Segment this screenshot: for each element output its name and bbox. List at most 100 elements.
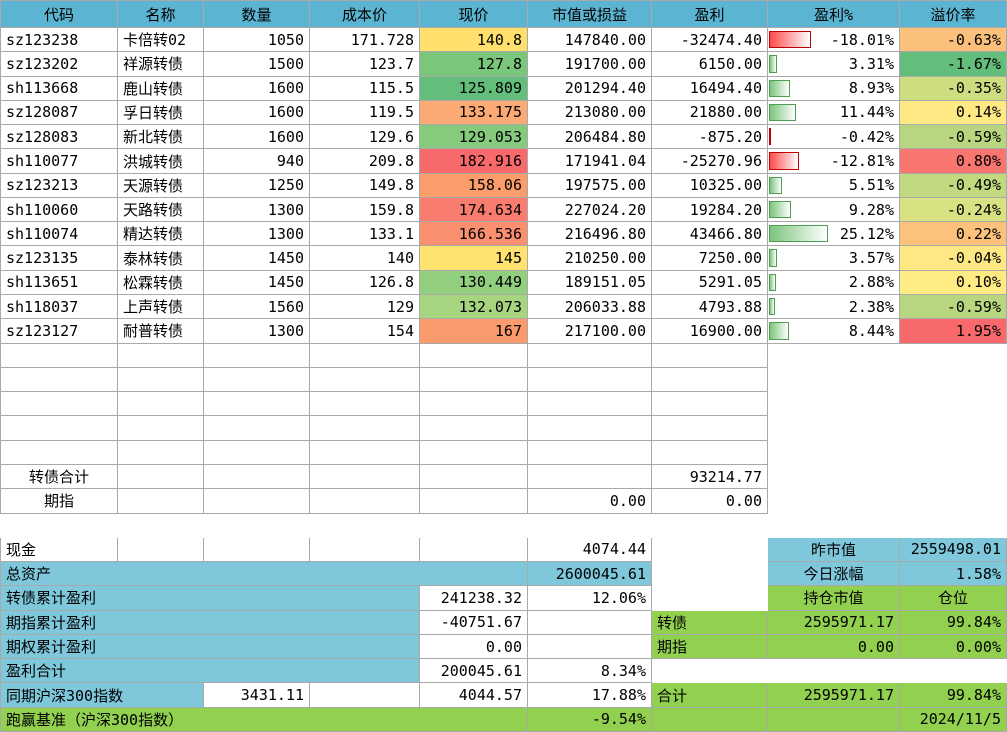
profit-total-label[interactable]: 盈利合计 (0, 659, 420, 684)
cell-premium-rate[interactable]: -0.24% (900, 197, 1007, 223)
benchmark-date[interactable]: 2024/11/5 (900, 707, 1007, 732)
cell-code[interactable]: sh110074 (0, 222, 118, 247)
position-bond-ratio[interactable]: 99.84% (900, 610, 1007, 635)
cell-current-price[interactable]: 158.06 (420, 173, 528, 198)
cell-quantity[interactable]: 1600 (204, 125, 310, 150)
cell-name[interactable]: 新北转债 (118, 125, 204, 150)
yesterday-mv-value[interactable]: 2559498.01 (900, 537, 1007, 563)
cell-premium-rate[interactable]: 0.14% (900, 100, 1007, 126)
cell-cost-price[interactable]: 133.1 (310, 222, 420, 247)
cell-profit[interactable]: 21880.00 (652, 100, 768, 126)
cell-code[interactable]: sz123213 (0, 173, 118, 198)
cell-market-value[interactable]: 217100.00 (528, 319, 652, 344)
empty-cell[interactable] (310, 343, 420, 368)
cell-name[interactable]: 卡倍转02 (118, 28, 204, 53)
cell-profit[interactable]: 5291.05 (652, 270, 768, 296)
empty-cell[interactable] (528, 367, 652, 393)
empty-cell[interactable] (204, 392, 310, 417)
cell-profit-pct[interactable]: 3.57% (768, 246, 900, 271)
cell-name[interactable]: 洪城转债 (118, 149, 204, 174)
position-total-mv[interactable]: 2595971.17 (768, 683, 900, 708)
empty-cell[interactable] (420, 343, 528, 368)
cell-name[interactable]: 鹿山转债 (118, 76, 204, 101)
cell-market-value[interactable]: 210250.00 (528, 246, 652, 271)
cell-code[interactable]: sh110077 (0, 149, 118, 174)
empty-cell[interactable] (204, 416, 310, 441)
cell-current-price[interactable]: 140.8 (420, 28, 528, 53)
cell-profit-pct[interactable]: -0.42% (768, 125, 900, 150)
bond-cum-label[interactable]: 转债累计盈利 (0, 586, 420, 611)
cell-profit-pct[interactable]: 11.44% (768, 100, 900, 126)
position-bond-label[interactable]: 转债 (652, 610, 768, 635)
cell-cost-price[interactable]: 171.728 (310, 28, 420, 53)
cell-profit-pct[interactable]: 3.31% (768, 52, 900, 77)
cell-name[interactable]: 精达转债 (118, 222, 204, 247)
cell-profit[interactable]: -25270.96 (652, 149, 768, 174)
cell-quantity[interactable]: 1600 (204, 100, 310, 126)
cell-cost-price[interactable]: 126.8 (310, 270, 420, 296)
cell-cost-price[interactable]: 115.5 (310, 76, 420, 101)
cell-profit[interactable]: 4793.88 (652, 295, 768, 320)
empty-cell[interactable] (204, 537, 310, 563)
cell-profit-pct[interactable]: 8.44% (768, 319, 900, 344)
cell-profit[interactable]: 19284.20 (652, 197, 768, 223)
cell-premium-rate[interactable]: -0.59% (900, 125, 1007, 150)
cell-market-value[interactable]: 191700.00 (528, 52, 652, 77)
cell-profit-pct[interactable]: -18.01% (768, 28, 900, 53)
empty-cell[interactable] (528, 610, 652, 635)
empty-cell[interactable] (652, 367, 768, 393)
cell-profit[interactable]: 6150.00 (652, 52, 768, 77)
empty-cell[interactable] (118, 440, 204, 465)
cell-name[interactable]: 上声转债 (118, 295, 204, 320)
empty-cell[interactable] (652, 343, 768, 368)
cell-current-price[interactable]: 127.8 (420, 52, 528, 77)
empty-cell[interactable] (528, 634, 652, 660)
column-header-code[interactable]: 代码 (0, 0, 118, 28)
column-header-name[interactable]: 名称 (118, 0, 204, 28)
position-futures-label[interactable]: 期指 (652, 634, 768, 660)
cell-code[interactable]: sh110060 (0, 197, 118, 223)
column-header-cost-price[interactable]: 成本价 (310, 0, 420, 28)
cell-cost-price[interactable]: 154 (310, 319, 420, 344)
benchmark-pct[interactable]: -9.54% (528, 707, 652, 732)
empty-cell[interactable] (310, 392, 420, 417)
cell-name[interactable]: 耐普转债 (118, 319, 204, 344)
cell-profit-pct[interactable]: 5.51% (768, 173, 900, 198)
cell-cost-price[interactable]: 159.8 (310, 197, 420, 223)
position-total-ratio[interactable]: 99.84% (900, 683, 1007, 708)
cell-market-value[interactable]: 216496.80 (528, 222, 652, 247)
cell-profit-pct[interactable]: 2.88% (768, 270, 900, 296)
empty-cell[interactable] (768, 707, 900, 732)
cell-market-value[interactable]: 213080.00 (528, 100, 652, 126)
cell-premium-rate[interactable]: -1.67% (900, 52, 1007, 77)
cell-premium-rate[interactable]: -0.35% (900, 76, 1007, 101)
cash-label[interactable]: 现金 (0, 537, 118, 563)
cell-profit[interactable]: -875.20 (652, 125, 768, 150)
cell-profit-pct[interactable]: 8.93% (768, 76, 900, 101)
cell-profit-pct[interactable]: 9.28% (768, 197, 900, 223)
today-change-value[interactable]: 1.58% (900, 562, 1007, 587)
empty-cell[interactable] (310, 367, 420, 393)
empty-cell[interactable] (528, 416, 652, 441)
cell-profit[interactable]: 43466.80 (652, 222, 768, 247)
futures-mv[interactable]: 0.00 (528, 489, 652, 514)
cell-profit[interactable]: 16494.40 (652, 76, 768, 101)
column-header-premium-rate[interactable]: 溢价率 (900, 0, 1007, 28)
hs300-label[interactable]: 同期沪深300指数 (0, 683, 204, 708)
cell-code[interactable]: sz123238 (0, 28, 118, 53)
position-futures-mv[interactable]: 0.00 (768, 634, 900, 660)
cell-name[interactable]: 天源转债 (118, 173, 204, 198)
hs300-base[interactable]: 3431.11 (204, 683, 310, 708)
cell-market-value[interactable]: 147840.00 (528, 28, 652, 53)
empty-cell[interactable] (652, 707, 768, 732)
cell-cost-price[interactable]: 209.8 (310, 149, 420, 174)
empty-cell[interactable] (0, 416, 118, 441)
empty-cell[interactable] (118, 416, 204, 441)
cell-cost-price[interactable]: 129 (310, 295, 420, 320)
cash-value[interactable]: 4074.44 (528, 537, 652, 563)
empty-cell[interactable] (420, 440, 528, 465)
empty-cell[interactable] (0, 440, 118, 465)
empty-cell[interactable] (204, 464, 310, 490)
empty-cell[interactable] (310, 464, 420, 490)
cell-market-value[interactable]: 197575.00 (528, 173, 652, 198)
